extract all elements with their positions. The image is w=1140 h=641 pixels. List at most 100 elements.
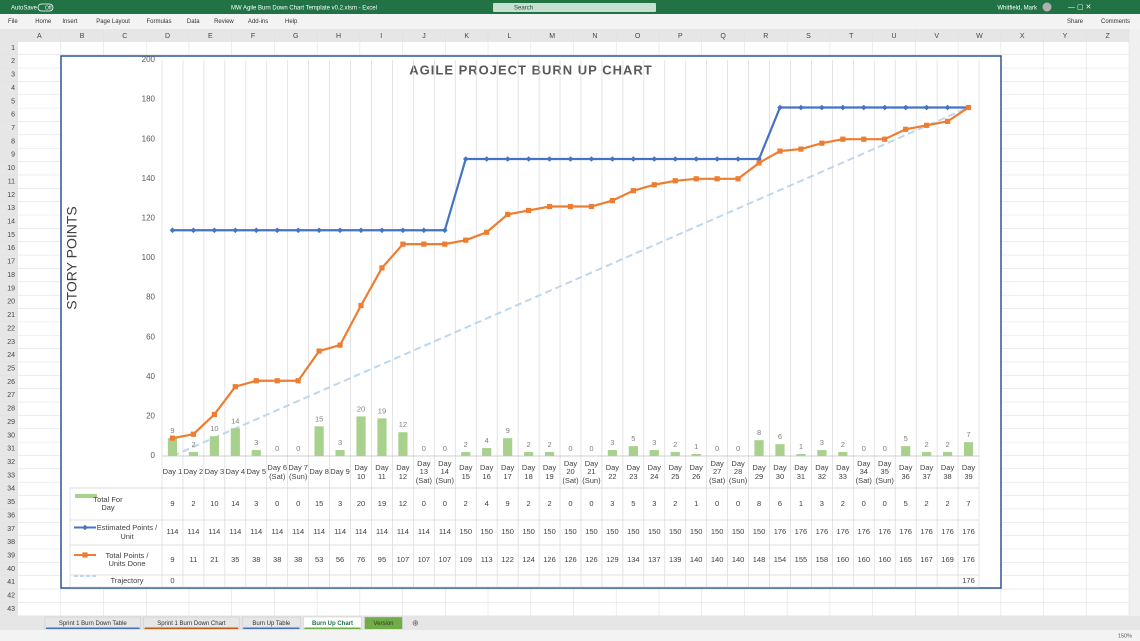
column-header[interactable]: G <box>293 33 298 40</box>
column-header[interactable]: V <box>934 33 939 40</box>
row-header[interactable]: 33 <box>7 472 15 479</box>
row-header[interactable]: 18 <box>7 272 15 279</box>
autosave-toggle[interactable] <box>37 3 54 12</box>
row-header[interactable]: 11 <box>8 178 15 185</box>
column-header[interactable]: F <box>251 33 255 40</box>
row-header[interactable]: 24 <box>7 352 15 359</box>
row-header[interactable]: 23 <box>7 339 15 346</box>
column-header[interactable]: N <box>592 33 597 40</box>
row-header[interactable]: 20 <box>7 299 15 306</box>
sheet-tab-label[interactable]: Burn Up Table <box>252 621 291 627</box>
row-header[interactable]: 9 <box>11 152 15 159</box>
row-header[interactable]: 1 <box>11 45 15 52</box>
column-header[interactable]: Q <box>720 33 726 40</box>
row-header[interactable]: 43 <box>7 606 15 613</box>
column-header[interactable]: A <box>37 33 42 40</box>
column-header[interactable]: D <box>165 33 170 40</box>
row-header[interactable]: 13 <box>7 205 15 212</box>
sheet-tab-label[interactable]: Sprint 1 Burn Down Table <box>59 621 128 627</box>
row-header[interactable]: 34 <box>7 486 15 493</box>
y-tick-label: 160 <box>142 134 156 143</box>
window-controls[interactable]: — ▢ ✕ <box>1068 4 1091 11</box>
column-header[interactable]: H <box>336 33 341 40</box>
sheet-tab-label[interactable]: Sprint 1 Burn Down Chart <box>157 621 226 627</box>
row-header[interactable]: 42 <box>7 593 15 600</box>
column-header[interactable]: K <box>464 33 469 40</box>
row-header[interactable]: 16 <box>7 245 15 252</box>
row-header[interactable]: 7 <box>11 125 15 132</box>
ribbon-tab[interactable]: Add-ins <box>248 19 268 25</box>
row-header[interactable]: 27 <box>7 392 15 399</box>
row-header[interactable]: 26 <box>7 379 15 386</box>
column-header[interactable]: C <box>122 33 127 40</box>
share-button[interactable]: Share <box>1067 19 1084 25</box>
row-header[interactable]: 29 <box>7 419 15 426</box>
user-avatar[interactable] <box>1042 2 1052 12</box>
row-header[interactable]: 12 <box>7 192 15 199</box>
row-header[interactable]: 25 <box>7 365 15 372</box>
ribbon-tab[interactable]: Data <box>187 19 200 25</box>
x-tick-label: Day 31 <box>794 463 808 481</box>
column-header[interactable]: M <box>549 33 555 40</box>
ribbon-tab[interactable]: Home <box>35 19 52 25</box>
row-header[interactable]: 21 <box>7 312 15 319</box>
column-header[interactable]: I <box>380 33 382 40</box>
row-header[interactable]: 2 <box>11 58 15 65</box>
row-header[interactable]: 36 <box>7 512 15 519</box>
row-header[interactable]: 35 <box>7 499 15 506</box>
bar <box>817 450 827 456</box>
column-header[interactable]: S <box>806 33 811 40</box>
table-value: 114 <box>375 527 388 537</box>
row-header[interactable]: 39 <box>7 553 15 560</box>
zoom-level[interactable]: 150% <box>1118 633 1132 639</box>
table-value: 5 <box>903 498 908 508</box>
column-header[interactable]: Z <box>1105 33 1110 40</box>
ribbon-tab[interactable]: Review <box>214 19 234 25</box>
column-header[interactable]: L <box>507 33 511 40</box>
ribbon-tab[interactable]: Help <box>285 19 298 25</box>
column-header[interactable]: J <box>422 33 426 40</box>
sheet-tab-label[interactable]: Burn Up Chart <box>312 621 353 627</box>
search-box[interactable] <box>493 3 656 12</box>
row-header[interactable]: 17 <box>7 259 15 266</box>
row-header[interactable]: 22 <box>7 325 15 332</box>
row-header[interactable]: 19 <box>7 285 15 292</box>
row-header[interactable]: 37 <box>7 526 15 533</box>
sheet-tab-label[interactable]: Version <box>373 621 393 627</box>
row-header[interactable]: 38 <box>7 539 15 546</box>
row-header[interactable]: 8 <box>11 138 15 145</box>
column-header[interactable]: P <box>678 33 683 40</box>
column-header[interactable]: U <box>891 33 896 40</box>
row-header[interactable]: 32 <box>7 459 15 466</box>
column-header[interactable]: W <box>976 33 983 40</box>
row-header[interactable]: 4 <box>11 85 15 92</box>
line-marker <box>609 197 615 204</box>
column-header[interactable]: R <box>763 33 768 40</box>
row-header[interactable]: 6 <box>11 112 15 119</box>
row-header[interactable]: 5 <box>11 98 15 105</box>
row-header[interactable]: 3 <box>11 72 15 79</box>
row-header[interactable]: 14 <box>7 219 15 226</box>
ribbon-tab[interactable]: Page Layout <box>96 19 130 25</box>
chart-frame[interactable] <box>60 55 1002 589</box>
column-header[interactable]: X <box>1020 33 1025 40</box>
row-header[interactable]: 40 <box>7 566 15 573</box>
column-header[interactable]: Y <box>1063 33 1068 40</box>
ribbon-tab[interactable]: Formulas <box>147 19 172 25</box>
column-header[interactable]: B <box>80 33 85 40</box>
column-header[interactable]: T <box>849 33 854 40</box>
line-marker <box>82 524 88 531</box>
scrollbar[interactable] <box>1129 29 1140 616</box>
row-header[interactable]: 41 <box>7 579 15 586</box>
row-header[interactable]: 30 <box>7 432 15 439</box>
row-header[interactable]: 31 <box>7 446 15 453</box>
row-header[interactable]: 15 <box>7 232 15 239</box>
column-header[interactable]: O <box>635 33 641 40</box>
row-header[interactable]: 28 <box>7 406 15 413</box>
column-header[interactable]: E <box>208 33 213 40</box>
ribbon-tab[interactable]: Insert <box>62 19 77 25</box>
comments-button[interactable]: Comments <box>1101 19 1130 25</box>
add-sheet-button[interactable]: ⊕ <box>412 619 419 628</box>
ribbon-tab[interactable]: File <box>8 19 18 25</box>
row-header[interactable]: 10 <box>7 165 15 172</box>
